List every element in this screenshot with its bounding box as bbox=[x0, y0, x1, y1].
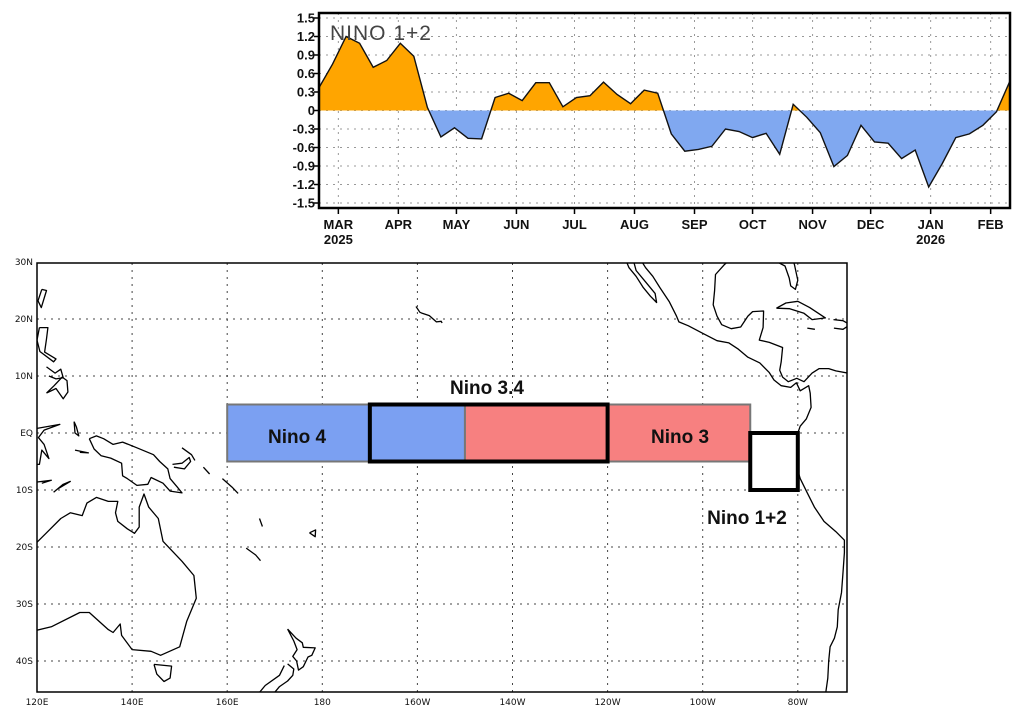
y-tick-label: -1.5 bbox=[293, 196, 315, 211]
y-tick-label: -0.3 bbox=[293, 122, 315, 137]
x-tick-label: APR bbox=[385, 217, 413, 232]
nino34-label: Nino 3.4 bbox=[450, 378, 524, 399]
x-tick-year: 2025 bbox=[324, 232, 353, 247]
latitude-label: 30N bbox=[15, 258, 33, 268]
anomaly-line bbox=[319, 35, 1010, 189]
map-axis-labels: 120E 140E 160E 180 160W 140W 120W 100W 80W 30N 20N… bbox=[15, 258, 808, 708]
coastline-newbritain bbox=[172, 456, 192, 470]
coastline-taiwan bbox=[37, 288, 48, 309]
coastline-fiji bbox=[309, 529, 317, 538]
x-tick-label: NOV bbox=[798, 217, 827, 232]
coastline-florida bbox=[777, 263, 799, 291]
coastline-hawaii bbox=[415, 306, 443, 324]
nino34-region bbox=[367, 402, 610, 464]
coastline-newcal bbox=[245, 547, 261, 562]
x-tick-label: MAR bbox=[324, 217, 354, 232]
longitude-label: 140E bbox=[121, 698, 144, 708]
y-tick-label: 0.6 bbox=[297, 66, 315, 81]
latitude-label: 10N bbox=[15, 372, 33, 382]
chart-area bbox=[319, 35, 1010, 189]
chart-title: NINO 1+2 bbox=[330, 22, 432, 45]
nino3-label: Nino 3 bbox=[651, 427, 709, 448]
negative-anomaly-area bbox=[319, 110, 1010, 187]
x-tick-label: FEB bbox=[978, 217, 1004, 232]
y-tick-label: -0.6 bbox=[293, 140, 315, 155]
coastline-seram bbox=[74, 449, 90, 454]
nino12-timeseries-chart: 1.5 1.2 0.9 0.6 0.3 0 -0.3 -0.6 -0.9 -1.2 -1.5 MAR… bbox=[293, 10, 1012, 247]
x-tick-label: DEC bbox=[857, 217, 885, 232]
coastline-baja bbox=[626, 263, 658, 304]
coastlines bbox=[37, 263, 864, 692]
latitude-label: EQ bbox=[20, 429, 33, 439]
plot-frame bbox=[317, 11, 1012, 210]
coastline-newguinea bbox=[88, 435, 183, 494]
y-tick-label: 0 bbox=[308, 103, 315, 118]
longitude-label: 100W bbox=[690, 698, 716, 708]
x-tick-label: JUL bbox=[562, 217, 587, 232]
longitude-label: 160E bbox=[216, 698, 239, 708]
y-tick-label: 1.5 bbox=[297, 10, 315, 25]
coastline-mexico bbox=[641, 263, 846, 692]
positive-anomaly-area bbox=[319, 36, 1010, 111]
longitude-label: 80W bbox=[788, 698, 808, 708]
longitude-label: 120E bbox=[26, 698, 49, 708]
coastline-jamaica bbox=[807, 327, 816, 330]
coastline-tasmania bbox=[153, 663, 173, 683]
map-frame bbox=[36, 262, 848, 693]
map-grid bbox=[37, 263, 847, 692]
nino-regions-map: Nino 4 Nino 3 Nino 3.4 Nino 1+2 120E 140E 160… bbox=[15, 258, 864, 708]
coastline-newireland bbox=[181, 447, 196, 461]
x-tick-label: JAN bbox=[918, 217, 944, 232]
coastline-nz_south bbox=[274, 663, 295, 692]
latitude-label: 20N bbox=[15, 315, 33, 325]
y-tick-label: 0.9 bbox=[297, 47, 315, 62]
coastline-nz_south2 bbox=[258, 665, 285, 692]
y-tick-label: 1.2 bbox=[297, 29, 315, 44]
coastline-australia bbox=[37, 493, 197, 656]
coastline-hispaniola bbox=[833, 318, 847, 330]
nino12-label: Nino 1+2 bbox=[707, 508, 787, 529]
y-tick-label: -1.2 bbox=[293, 177, 315, 192]
latitude-label: 30S bbox=[16, 600, 33, 610]
coastline-cuba bbox=[776, 300, 827, 321]
longitude-label: 120W bbox=[595, 698, 621, 708]
x-tick-label: AUG bbox=[620, 217, 649, 232]
coastline-nz_north bbox=[287, 628, 316, 671]
x-tick-label: OCT bbox=[739, 217, 767, 232]
coastline-timor bbox=[53, 480, 71, 493]
longitude-label: 140W bbox=[499, 698, 525, 708]
y-axis-ticks: 1.5 1.2 0.9 0.6 0.3 0 -0.3 -0.6 -0.9 -1.2 -1.5 bbox=[293, 10, 315, 210]
nino-regions: Nino 4 Nino 3 Nino 3.4 Nino 1+2 bbox=[226, 378, 800, 529]
coastline-mindanao bbox=[46, 376, 69, 400]
coastline-solomons2 bbox=[221, 478, 239, 494]
nino4-region bbox=[226, 403, 466, 463]
y-tick-label: 0.3 bbox=[297, 84, 315, 99]
longitude-label: 180 bbox=[314, 698, 331, 708]
coastline-halmahera bbox=[73, 421, 80, 437]
coastline-puertorico bbox=[857, 328, 864, 329]
coastline-flores bbox=[37, 479, 52, 484]
coastline-solomons bbox=[202, 466, 211, 475]
latitude-label: 10S bbox=[16, 486, 33, 496]
coastline-vanuatu bbox=[258, 518, 264, 527]
chart-grid bbox=[314, 13, 1010, 214]
x-tick-label: JUN bbox=[503, 217, 529, 232]
x-tick-year: 2026 bbox=[916, 232, 945, 247]
x-tick-label: SEP bbox=[681, 217, 707, 232]
latitude-label: 40S bbox=[16, 657, 33, 667]
longitude-label: 160W bbox=[404, 698, 430, 708]
nino4-label: Nino 4 bbox=[268, 427, 326, 448]
nino12-region bbox=[748, 431, 800, 492]
y-tick-label: -0.9 bbox=[293, 159, 315, 174]
coastline-gulf bbox=[712, 263, 847, 383]
coastline-visayas bbox=[46, 366, 64, 380]
latitude-label: 20S bbox=[16, 543, 33, 553]
coastline-sulawesi bbox=[37, 423, 61, 466]
coastline-luzon bbox=[37, 326, 57, 363]
x-tick-label: MAY bbox=[443, 217, 471, 232]
